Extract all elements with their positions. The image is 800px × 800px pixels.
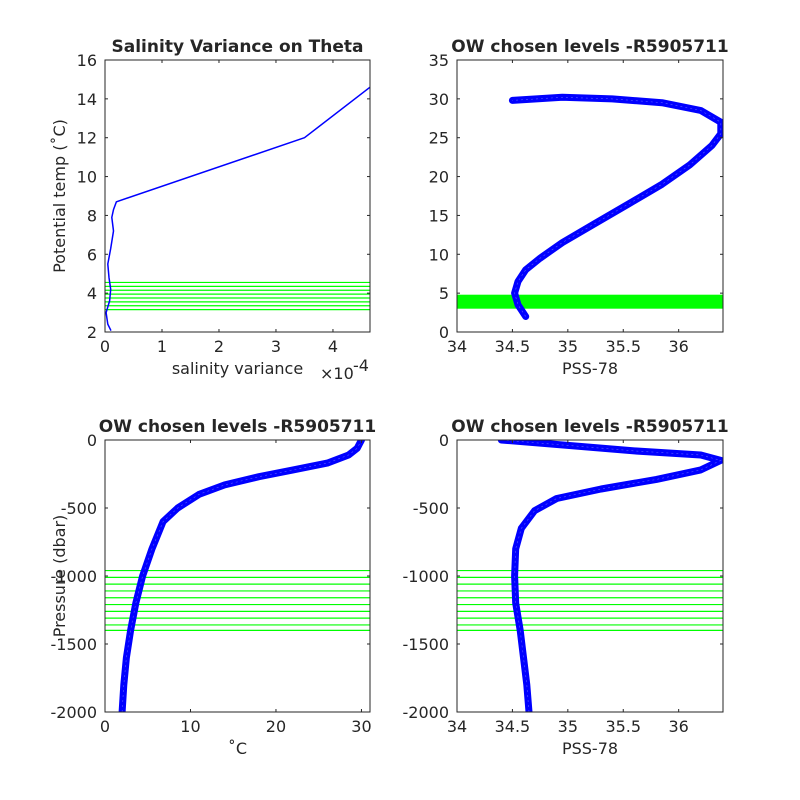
series-line (118, 440, 365, 712)
x-tick-label: 36 (668, 717, 688, 736)
y-tick-label: 12 (77, 129, 97, 148)
y-tick-label: 25 (429, 129, 449, 148)
axes-frame (456, 439, 724, 713)
plot-area (105, 440, 370, 712)
level-band (457, 294, 723, 309)
y-tick-label: 16 (77, 51, 97, 70)
series-line-texture (121, 440, 362, 712)
series-line (508, 93, 723, 320)
x-tick-label: 10 (180, 717, 200, 736)
y-tick-label: 6 (87, 245, 97, 264)
x-tick-label: 3 (271, 337, 281, 356)
x-tick-label: 35.5 (605, 717, 641, 736)
chart-title: OW chosen levels -R5905711 (451, 37, 728, 57)
x-tick-label: 20 (266, 717, 286, 736)
y-tick-label: 0 (87, 431, 97, 450)
plot-area (457, 440, 723, 712)
x-axis-label: PSS-78 (562, 359, 618, 378)
y-tick-label: -1000 (51, 567, 98, 586)
x-tick-label: 1 (157, 337, 167, 356)
x-axis-exponent: ×10 (320, 364, 354, 383)
y-tick-label: 30 (429, 90, 449, 109)
y-tick-label: -2000 (51, 703, 98, 722)
series-line-texture (512, 96, 722, 317)
y-tick-label: 15 (429, 206, 449, 225)
chart-panel-4: 34 34.5 35 35.5 36 -2000 -1500 -1000 -500 0OW cho… (403, 417, 729, 758)
y-tick-label: -1500 (403, 635, 450, 654)
x-tick-label: 34 (447, 337, 467, 356)
x-axis-exponent-power: -4 (353, 356, 369, 375)
x-tick-label: 34.5 (495, 717, 531, 736)
chart-title: OW chosen levels -R5905711 (451, 417, 728, 437)
x-tick-label: 36 (668, 337, 688, 356)
series-line (105, 86, 370, 331)
y-tick-label: 20 (429, 168, 449, 187)
y-tick-label: 4 (87, 284, 97, 303)
y-tick-label: 14 (77, 90, 97, 109)
x-axis-label: ˚C (228, 739, 247, 758)
y-tick-label: 5 (439, 284, 449, 303)
series-line (497, 440, 723, 712)
x-axis-label: PSS-78 (562, 739, 618, 758)
x-tick-label: 0 (100, 337, 110, 356)
chart-title: Salinity Variance on Theta (112, 37, 364, 57)
series-line-texture (501, 440, 722, 712)
y-tick-label: 0 (439, 323, 449, 342)
y-tick-label: -500 (413, 499, 449, 518)
y-axis-label: Pressure (dbar) (50, 515, 69, 638)
x-axis-label: salinity variance (172, 359, 303, 378)
x-tick-label: 4 (328, 337, 338, 356)
x-tick-label: 0 (100, 717, 110, 736)
x-tick-label: 35 (558, 717, 578, 736)
x-tick-label: 35.5 (605, 337, 641, 356)
chart-title: OW chosen levels -R5905711 (99, 417, 376, 437)
y-tick-label: 10 (429, 245, 449, 264)
axes-frame (104, 59, 371, 333)
y-tick-label: 2 (87, 323, 97, 342)
y-tick-label: -1000 (403, 567, 450, 586)
y-tick-label: 35 (429, 51, 449, 70)
x-tick-label: 30 (351, 717, 371, 736)
axes-frame (456, 59, 724, 333)
y-tick-label: -500 (61, 499, 97, 518)
x-tick-label: 35 (558, 337, 578, 356)
y-axis-label: Potential temp (˚C) (50, 119, 69, 273)
x-tick-label: 34.5 (495, 337, 531, 356)
y-tick-label: -1500 (51, 635, 98, 654)
x-tick-label: 34 (447, 717, 467, 736)
y-tick-label: 0 (439, 431, 449, 450)
y-tick-label: 10 (77, 168, 97, 187)
y-tick-label: -2000 (403, 703, 450, 722)
plot-area (457, 93, 723, 320)
plot-area (105, 86, 370, 331)
y-tick-label: 8 (87, 206, 97, 225)
x-tick-label: 2 (214, 337, 224, 356)
